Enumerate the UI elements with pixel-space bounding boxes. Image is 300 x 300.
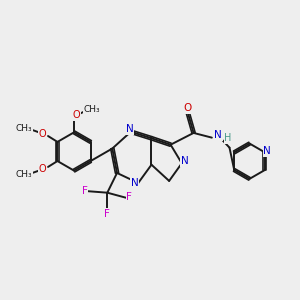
Text: H: H [224,133,232,143]
Text: CH₃: CH₃ [16,170,32,179]
Text: F: F [82,186,88,196]
Text: CH₃: CH₃ [16,124,32,133]
Text: N: N [131,178,139,188]
Text: N: N [263,146,271,156]
Text: O: O [39,129,46,139]
Text: N: N [125,124,133,134]
Text: F: F [127,192,132,202]
Text: O: O [39,164,46,174]
Text: O: O [73,110,80,120]
Text: N: N [214,130,222,140]
Text: O: O [183,103,191,113]
Text: F: F [104,209,110,219]
Text: N: N [181,156,189,166]
Text: CH₃: CH₃ [83,105,100,114]
